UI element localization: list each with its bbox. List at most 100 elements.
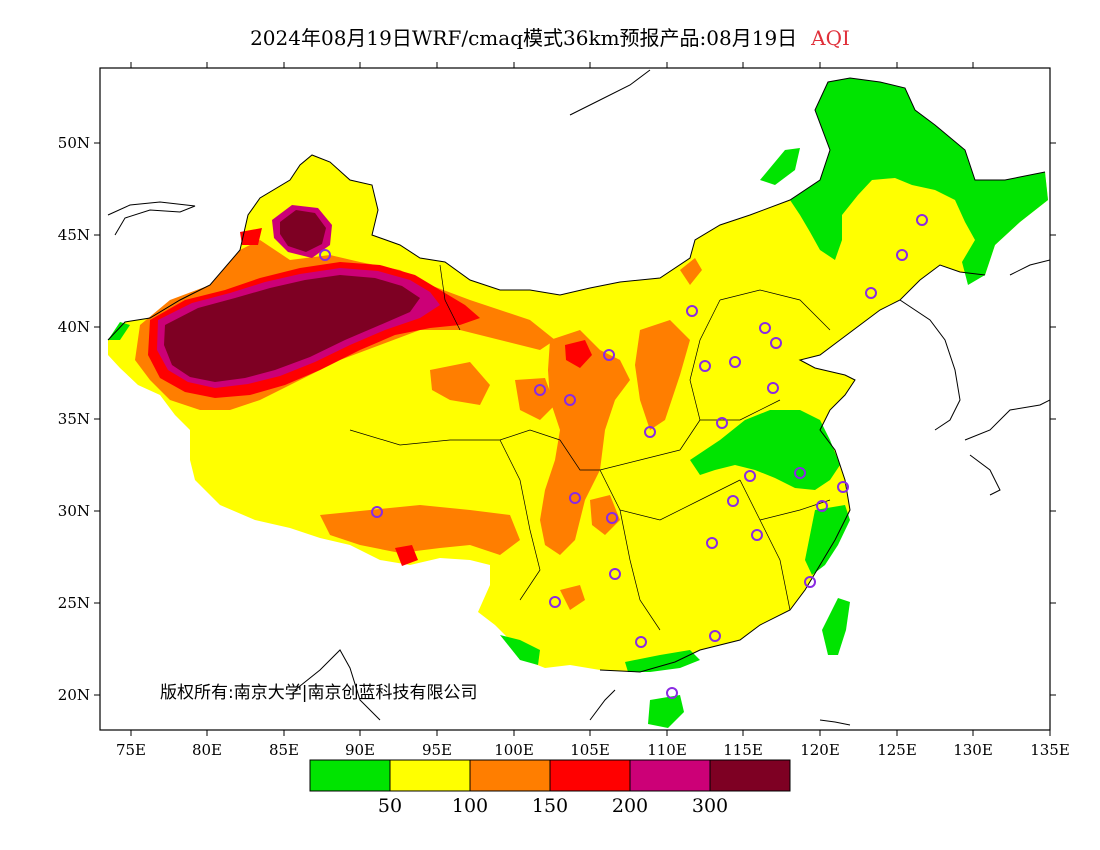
region-unhealthy-north-xinjiang	[240, 228, 262, 245]
station-markers	[319, 214, 928, 699]
lon-axis: 75E 80E 85E 90E 95E 100E 105E 110E 115E …	[116, 62, 1070, 759]
lon-tick-label: 100E	[494, 741, 534, 759]
region-good-taiwan	[822, 598, 850, 655]
russia-coast	[569, 69, 1050, 276]
lat-tick-label: 45N	[58, 226, 90, 244]
region-usg-tibet-south	[320, 505, 520, 555]
province-lines	[349, 264, 831, 631]
lon-tick-label: 110E	[647, 741, 687, 759]
legend-swatch	[710, 760, 790, 791]
lat-tick-label: 50N	[58, 134, 90, 152]
region-good-yunnan	[500, 635, 540, 665]
legend-swatch	[310, 760, 390, 791]
lon-tick-label: 125E	[877, 741, 917, 759]
map-frame	[99, 67, 1051, 731]
station-marker	[744, 470, 756, 482]
region-good-northeast-2	[760, 148, 800, 185]
lon-tick-label: 120E	[800, 741, 840, 759]
station-marker	[635, 636, 647, 648]
lon-tick-label: 115E	[723, 741, 763, 759]
station-marker	[603, 349, 615, 361]
region-usg-central-corridor	[540, 330, 630, 555]
region-good-far-west	[108, 322, 130, 340]
korea-coast	[899, 299, 961, 431]
station-marker	[319, 249, 331, 261]
legend-swatch	[390, 760, 470, 791]
lat-tick-label: 40N	[58, 318, 90, 336]
station-marker	[564, 394, 576, 406]
lon-tick-label: 75E	[116, 741, 146, 759]
legend-threshold-label: 100	[452, 795, 488, 817]
legend-swatch	[470, 760, 550, 791]
japan-coast	[964, 399, 1050, 496]
station-marker	[716, 417, 728, 429]
lon-tick-label: 135E	[1030, 741, 1070, 759]
southeast-asia	[294, 649, 851, 726]
legend-threshold-label: 300	[692, 795, 728, 817]
map-title: 2024年08月19日WRF/cmaq模式36km预报产品:08月19日 AQI	[0, 22, 1100, 51]
region-good-southeast	[805, 505, 850, 575]
lon-tick-label: 130E	[953, 741, 993, 759]
station-marker	[709, 630, 721, 642]
station-marker	[686, 305, 698, 317]
region-usg-sichuan	[590, 495, 620, 535]
region-usg-qinghai	[430, 362, 490, 405]
map-area: 版权所有:南京大学|南京创蓝科技有限公司	[100, 68, 1050, 730]
region-hazardous-dzungaria	[280, 210, 326, 252]
lon-tick-label: 95E	[422, 741, 452, 759]
region-good-hainan	[648, 695, 684, 728]
station-marker	[644, 426, 656, 438]
station-marker	[759, 322, 771, 334]
station-marker	[729, 356, 741, 368]
station-marker	[865, 287, 877, 299]
station-marker	[896, 249, 908, 261]
borders	[107, 69, 1050, 726]
station-marker	[767, 382, 779, 394]
station-marker	[606, 512, 618, 524]
lon-tick-label: 90E	[345, 741, 375, 759]
station-marker	[770, 337, 782, 349]
region-unhealthy-tibet-se	[395, 545, 418, 566]
region-hazardous-tarim	[164, 275, 420, 382]
region-unhealthy-ningxia	[565, 340, 592, 368]
station-marker	[751, 529, 763, 541]
region-good-east	[690, 410, 840, 490]
station-marker	[699, 360, 711, 372]
legend-threshold-label: 150	[532, 795, 568, 817]
copyright-text: 版权所有:南京大学|南京创蓝科技有限公司	[160, 683, 477, 703]
east-coastline	[599, 264, 986, 673]
station-marker	[816, 500, 828, 512]
station-marker	[609, 568, 621, 580]
region-good-guangdong	[625, 650, 700, 672]
lon-tick-label: 105E	[570, 741, 610, 759]
station-marker	[794, 467, 806, 479]
lat-tick-label: 35N	[58, 410, 90, 428]
lat-tick-label: 30N	[58, 502, 90, 520]
station-marker	[371, 506, 383, 518]
station-marker	[727, 495, 739, 507]
china-border	[107, 77, 1046, 341]
station-marker	[706, 537, 718, 549]
legend-threshold-label: 50	[378, 795, 402, 817]
legend-threshold-label: 200	[612, 795, 648, 817]
station-marker	[569, 492, 581, 504]
legend-swatch	[630, 760, 710, 791]
region-good-northeast	[790, 78, 1048, 285]
station-marker	[837, 481, 849, 493]
title-variable: AQI	[811, 26, 850, 50]
station-marker	[549, 596, 561, 608]
station-marker	[666, 687, 678, 699]
lat-tick-label: 25N	[58, 594, 90, 612]
lat-tick-label: 20N	[58, 686, 90, 704]
region-usg-northeast-inner	[680, 258, 702, 285]
region-usg-yunnan	[560, 585, 585, 610]
region-usg-shanxi	[635, 320, 690, 430]
color-legend: 50 100 150 200 300	[309, 759, 791, 817]
lon-tick-label: 80E	[192, 741, 222, 759]
kazakh-lake	[107, 201, 196, 236]
station-marker	[916, 214, 928, 226]
legend-swatch	[550, 760, 630, 791]
lon-tick-label: 85E	[269, 741, 299, 759]
station-marker	[534, 384, 546, 396]
